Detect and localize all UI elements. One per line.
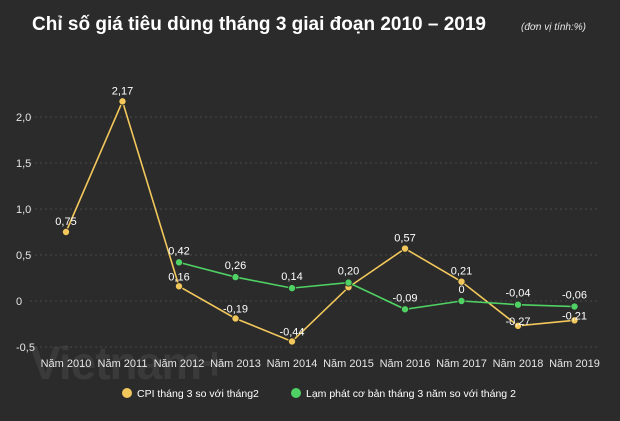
cpi-data-label: -0,19 [223,303,248,315]
y-tick-label: 1,5 [16,158,31,170]
core-point [570,302,579,311]
cpi-point [287,337,296,346]
core-point [514,300,523,309]
y-tick-label: 2,0 [16,112,31,124]
cpi-data-label: 0,21 [451,266,472,278]
legend-label-core: Lạm phát cơ bản tháng 3 năm so với tháng… [306,388,516,400]
cpi-line [65,99,575,343]
cpi-point [400,244,409,253]
legend-dot-cpi [122,388,132,398]
x-tick-label: Năm 2013 [210,358,261,370]
cpi-point [62,227,71,236]
core-point [400,305,409,314]
cpi-point [231,314,240,323]
cpi-point [514,321,523,330]
core-data-label: -0,06 [562,290,587,302]
core-point [174,258,183,267]
cpi-point [174,282,183,291]
core-point [287,284,296,293]
core-data-label: -0,04 [505,288,530,300]
cpi-point [118,97,127,106]
core-point [231,273,240,282]
core-data-label: 0,42 [168,245,189,257]
core-data-label: 0 [458,284,464,296]
x-tick-label: Năm 2014 [267,358,318,370]
y-tick-label: 0,5 [16,250,31,262]
x-tick-label: Năm 2015 [323,358,374,370]
core-data-label: 0,14 [281,271,302,283]
cpi-point [570,316,579,325]
legend-item-cpi: CPI tháng 3 so với tháng2 [122,388,259,400]
legend-item-core: Lạm phát cơ bản tháng 3 năm so với tháng… [291,388,516,400]
core-point [457,296,466,305]
core-data-label: -0,09 [392,292,417,304]
x-tick-label: Năm 2011 [98,358,148,370]
core-data-label: 0,26 [225,260,246,272]
x-tick-label: Năm 2019 [549,358,600,370]
x-tick-label: Năm 2016 [380,358,431,370]
cpi-data-label: 0,75 [55,216,76,228]
cpi-point [457,277,466,286]
y-tick-label: 0 [16,296,22,308]
watermark: Vietnam+ [30,337,228,389]
legend-dot-core [291,388,301,398]
cpi-data-label: 2,17 [112,85,133,97]
core-data-label: 0,20 [338,266,359,278]
x-tick-label: Năm 2018 [493,358,544,370]
core-point [344,278,353,287]
legend-label-cpi: CPI tháng 3 so với tháng2 [137,388,259,400]
y-tick-label: 1,0 [16,204,31,216]
unit-label: (đơn vị tính:%) [521,22,586,33]
cpi-data-label: -0,27 [505,316,530,328]
y-tick-label: -0,5 [16,342,35,354]
cpi-data-label: 0,57 [394,233,415,245]
x-tick-label: Năm 2010 [41,358,92,370]
x-tick-label: Năm 2012 [154,358,205,370]
cpi-data-label: 0,16 [168,271,189,283]
cpi-data-label: -0,21 [562,310,587,322]
x-tick-label: Năm 2017 [436,358,487,370]
chart-title: Chỉ số giá tiêu dùng tháng 3 giai đoạn 2… [32,14,486,35]
cpi-data-label: -0,44 [279,326,304,338]
core-line [178,261,575,311]
